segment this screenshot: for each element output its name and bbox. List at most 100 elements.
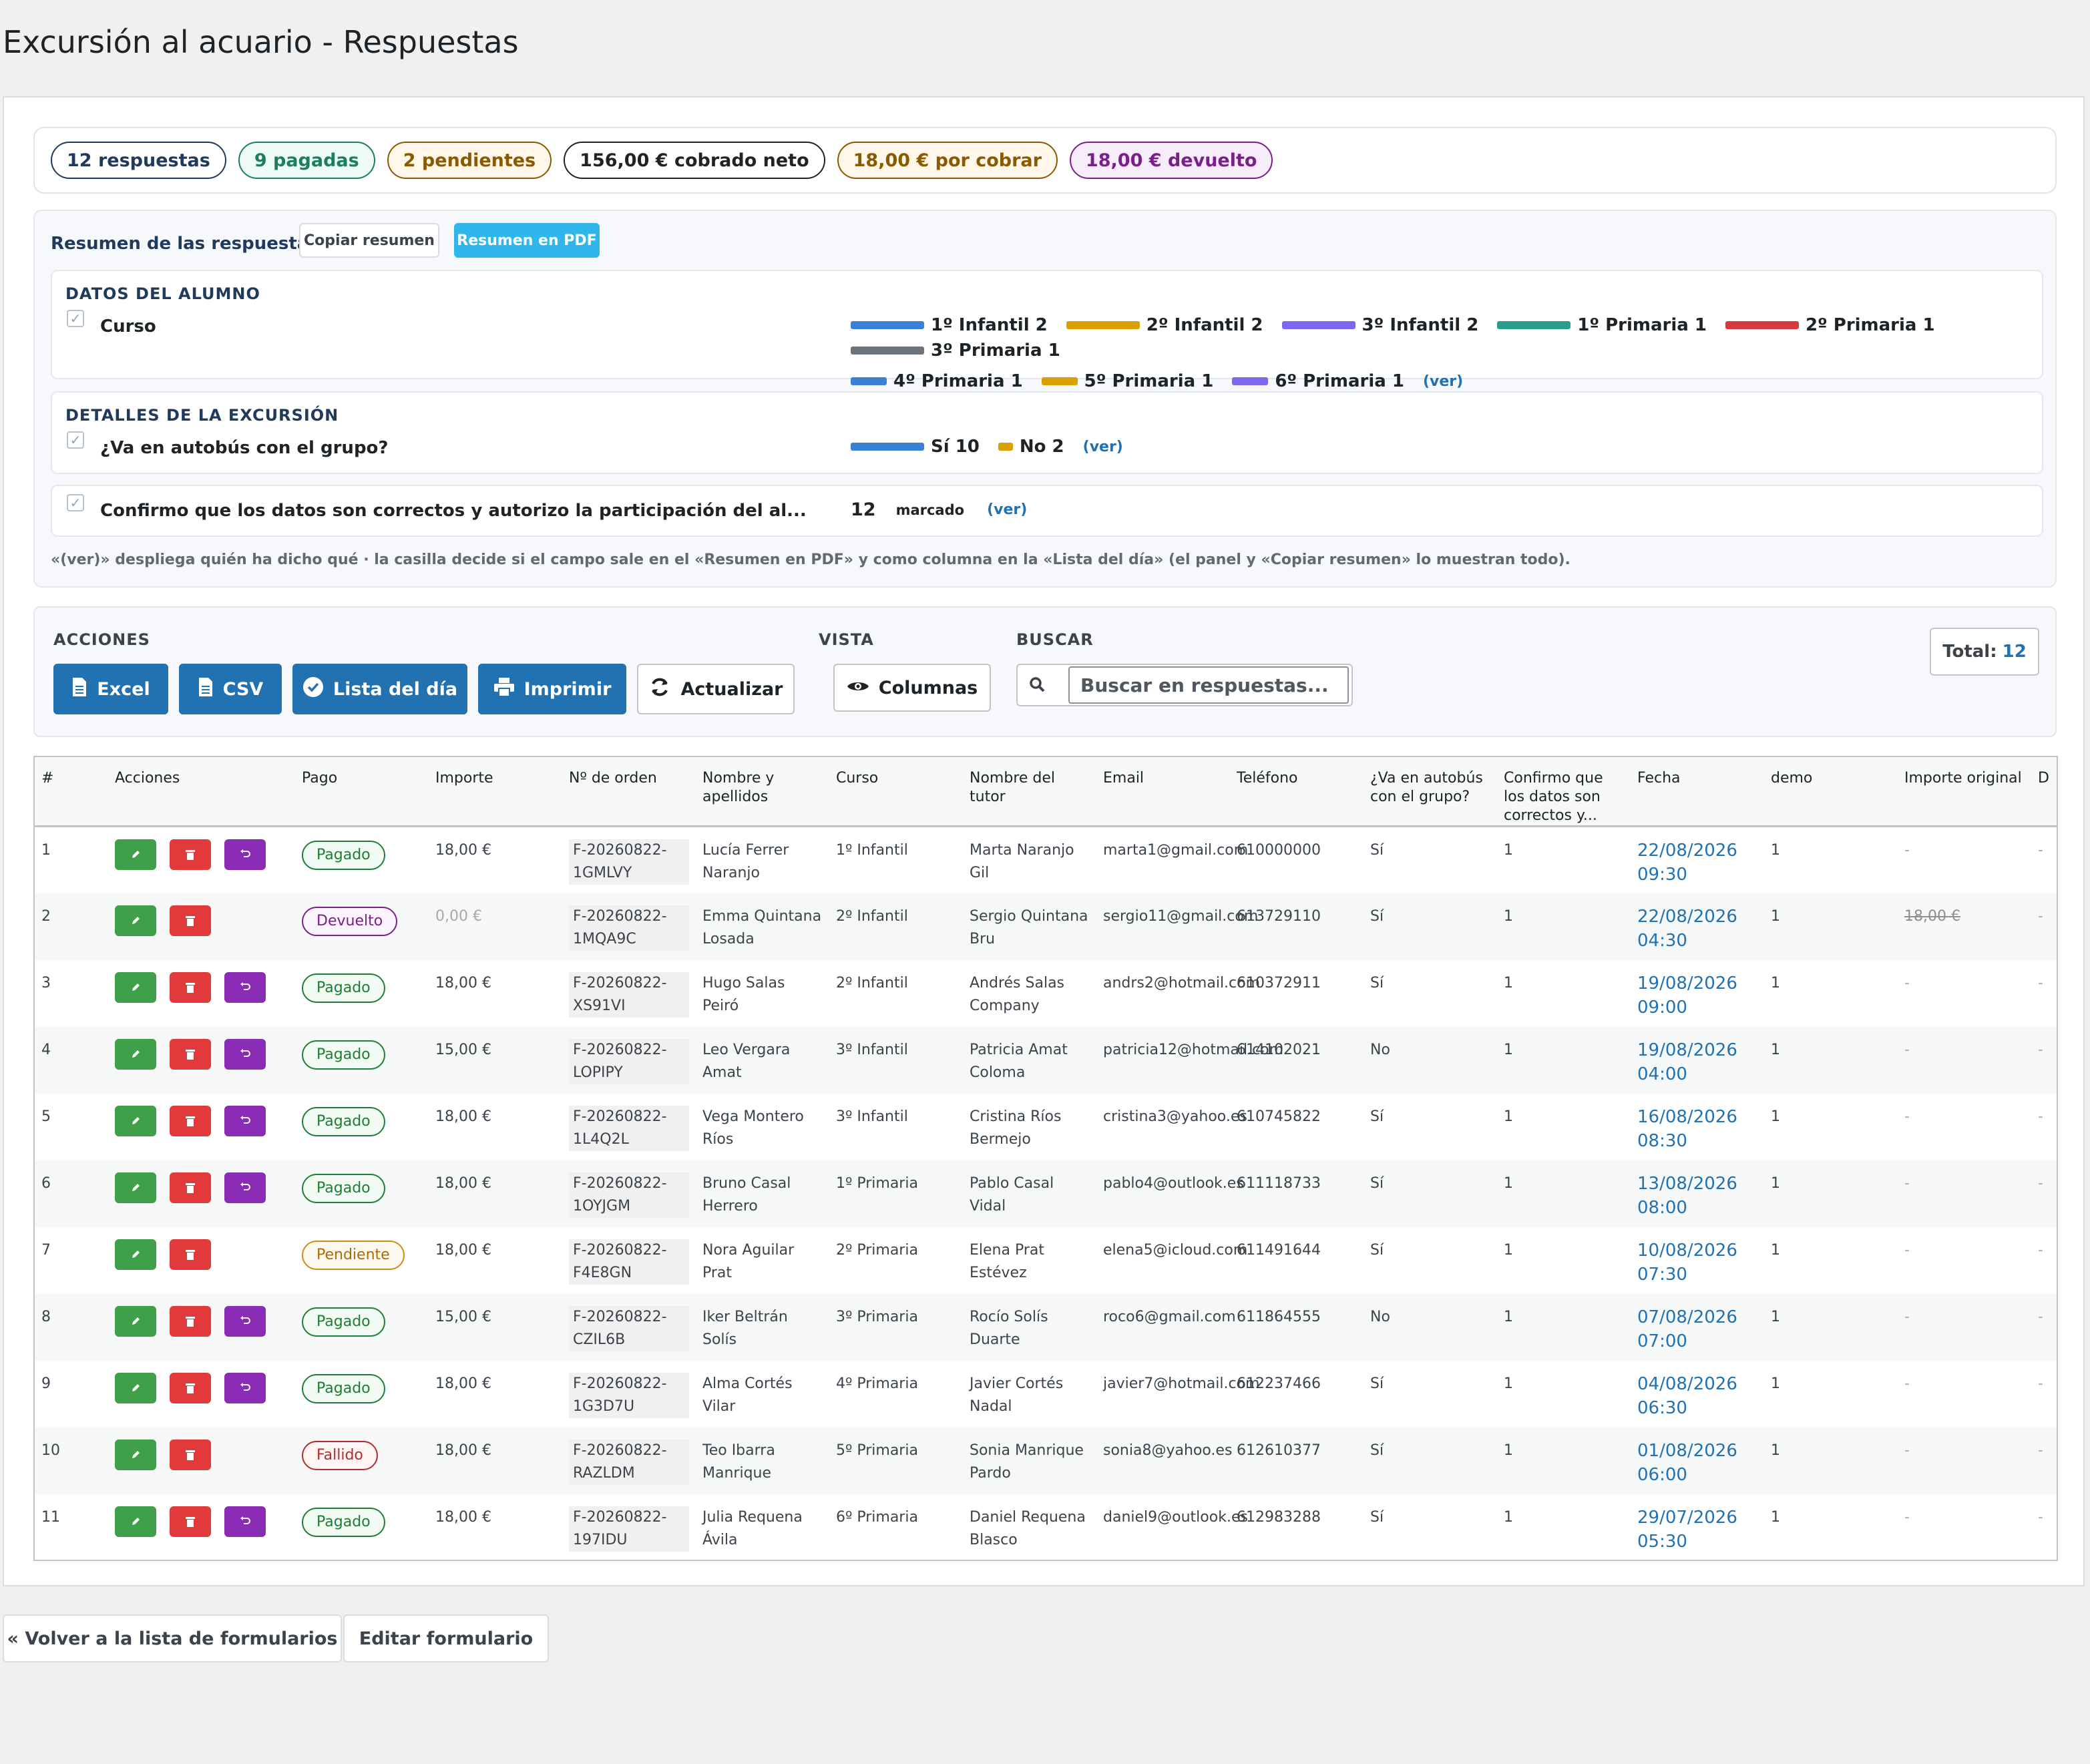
cell-d: - xyxy=(2031,1160,2057,1227)
column-header[interactable]: Email xyxy=(1096,757,1230,827)
column-header[interactable]: Curso xyxy=(829,757,963,827)
file-icon xyxy=(198,677,214,702)
refund-button[interactable] xyxy=(224,1305,266,1337)
field-checkbox-confirm[interactable]: ✓ xyxy=(67,494,84,511)
excel-button[interactable]: Excel xyxy=(53,664,168,714)
cell-d-value: - xyxy=(2038,1508,2043,1526)
column-header[interactable]: Importe original xyxy=(1898,757,2031,827)
legend-swatch xyxy=(1725,321,1799,329)
edit-button[interactable] xyxy=(115,1239,156,1270)
back-to-forms-button[interactable]: « Volver a la lista de formularios xyxy=(3,1614,342,1663)
cell-fecha[interactable]: 10/08/2026 07:30 xyxy=(1631,1227,1764,1294)
column-header[interactable]: D xyxy=(2031,757,2057,827)
edit-button[interactable] xyxy=(115,1372,156,1403)
edit-button[interactable] xyxy=(115,1172,156,1203)
undo-icon xyxy=(240,1048,250,1057)
payment-status-badge: Fallido xyxy=(302,1440,378,1470)
legend-swatch xyxy=(851,443,924,451)
delete-button[interactable] xyxy=(170,1172,211,1203)
edit-button[interactable] xyxy=(115,1506,156,1537)
trash-icon xyxy=(186,1316,195,1327)
delete-button[interactable] xyxy=(170,1038,211,1070)
actualizar-button[interactable]: Actualizar xyxy=(637,664,795,714)
cell-tel: 610000000 xyxy=(1230,827,1364,893)
delete-button[interactable] xyxy=(170,971,211,1003)
refund-button[interactable] xyxy=(224,971,266,1003)
cell-fecha[interactable]: 22/08/2026 09:30 xyxy=(1631,827,1764,893)
trash-icon xyxy=(186,1450,195,1460)
delete-button[interactable] xyxy=(170,1305,211,1337)
cell-fecha[interactable]: 19/08/2026 09:00 xyxy=(1631,960,1764,1027)
refund-button[interactable] xyxy=(224,839,266,870)
column-header[interactable]: Pago xyxy=(295,757,429,827)
edit-button[interactable] xyxy=(115,971,156,1003)
cell-nombre-value: Teo Ibarra Manrique xyxy=(702,1442,775,1482)
column-header[interactable]: Importe xyxy=(429,757,562,827)
edit-button[interactable] xyxy=(115,905,156,936)
cell-fecha[interactable]: 07/08/2026 07:00 xyxy=(1631,1293,1764,1361)
columnas-button[interactable]: Columnas xyxy=(833,664,991,712)
cell-fecha[interactable]: 01/08/2026 06:00 xyxy=(1631,1427,1764,1494)
vista-label: VISTA xyxy=(819,630,874,649)
column-header[interactable]: Confirmo que los datos son correctos y..… xyxy=(1497,757,1631,827)
delete-button[interactable] xyxy=(170,1105,211,1136)
cell-fecha[interactable]: 13/08/2026 08:00 xyxy=(1631,1160,1764,1227)
refund-button[interactable] xyxy=(224,1372,266,1403)
cell-fecha[interactable]: 29/07/2026 05:30 xyxy=(1631,1494,1764,1560)
refund-button[interactable] xyxy=(224,1105,266,1136)
edit-button[interactable] xyxy=(115,1439,156,1470)
refund-button[interactable] xyxy=(224,1172,266,1203)
cell-fecha[interactable]: 22/08/2026 04:30 xyxy=(1631,893,1764,960)
lista-del-dia-button[interactable]: Lista del día xyxy=(292,664,467,714)
field-checkbox-curso[interactable]: ✓ xyxy=(67,310,84,327)
payment-cell: Pagado xyxy=(295,1094,429,1160)
column-header[interactable]: Nº de orden xyxy=(562,757,696,827)
column-header[interactable]: Nombre y apellidos xyxy=(696,757,829,827)
cell-orig-value: - xyxy=(1904,1375,1910,1392)
column-header[interactable]: Teléfono xyxy=(1230,757,1364,827)
edit-button[interactable] xyxy=(115,1038,156,1070)
csv-button[interactable]: CSV xyxy=(179,664,282,714)
column-header[interactable]: Nombre del tutor xyxy=(963,757,1096,827)
refund-button[interactable] xyxy=(224,1506,266,1537)
edit-form-button[interactable]: Editar formulario xyxy=(343,1614,549,1663)
cell-tel-value: 613729110 xyxy=(1237,907,1321,925)
cell-bus: Sí xyxy=(1364,1094,1497,1160)
pencil-icon xyxy=(132,1383,140,1391)
delete-button[interactable] xyxy=(170,1372,211,1403)
delete-button[interactable] xyxy=(170,905,211,936)
legend-item: 1º Infantil 2 xyxy=(851,315,1048,335)
edit-button[interactable] xyxy=(115,1105,156,1136)
edit-button[interactable] xyxy=(115,839,156,870)
refund-button[interactable] xyxy=(224,1038,266,1070)
cell-fecha[interactable]: 19/08/2026 04:00 xyxy=(1631,1026,1764,1094)
field-checkbox-bus[interactable]: ✓ xyxy=(67,431,84,449)
cell-tutor: Patricia Amat Coloma xyxy=(963,1026,1096,1094)
eye-icon xyxy=(847,678,869,698)
column-header[interactable]: ¿Va en autobús con el grupo? xyxy=(1364,757,1497,827)
cell-fecha[interactable]: 16/08/2026 08:30 xyxy=(1631,1094,1764,1160)
column-header[interactable]: Fecha xyxy=(1631,757,1764,827)
copy-summary-button[interactable]: Copiar resumen xyxy=(299,223,439,258)
confirm-ver-link[interactable]: (ver) xyxy=(987,501,1028,518)
delete-button[interactable] xyxy=(170,1239,211,1270)
delete-button[interactable] xyxy=(170,839,211,870)
cell-fecha[interactable]: 04/08/2026 06:30 xyxy=(1631,1361,1764,1427)
stat-pill: 18,00 € por cobrar xyxy=(837,142,1058,179)
column-header[interactable]: # xyxy=(35,757,108,827)
ver-link[interactable]: (ver) xyxy=(1082,438,1123,455)
cell-importe: 15,00 € xyxy=(429,1026,562,1094)
delete-button[interactable] xyxy=(170,1439,211,1470)
ver-link[interactable]: (ver) xyxy=(1422,373,1464,390)
column-header[interactable]: demo xyxy=(1764,757,1898,827)
cell-bus: Sí xyxy=(1364,1227,1497,1294)
column-header[interactable]: Acciones xyxy=(108,757,295,827)
responses-table-container[interactable]: # Acciones Pago Importe Nº de orden Nombre y … xyxy=(33,756,2058,1561)
search-input[interactable] xyxy=(1068,666,1349,704)
imprimir-button[interactable]: Imprimir xyxy=(478,664,626,714)
delete-button[interactable] xyxy=(170,1506,211,1537)
edit-button[interactable] xyxy=(115,1305,156,1337)
legend-item: 6º Primaria 1 xyxy=(1232,371,1404,391)
pdf-summary-button[interactable]: Resumen en PDF xyxy=(454,223,600,258)
bus-legend: Sí 10 No 2 (ver) xyxy=(851,437,1123,457)
